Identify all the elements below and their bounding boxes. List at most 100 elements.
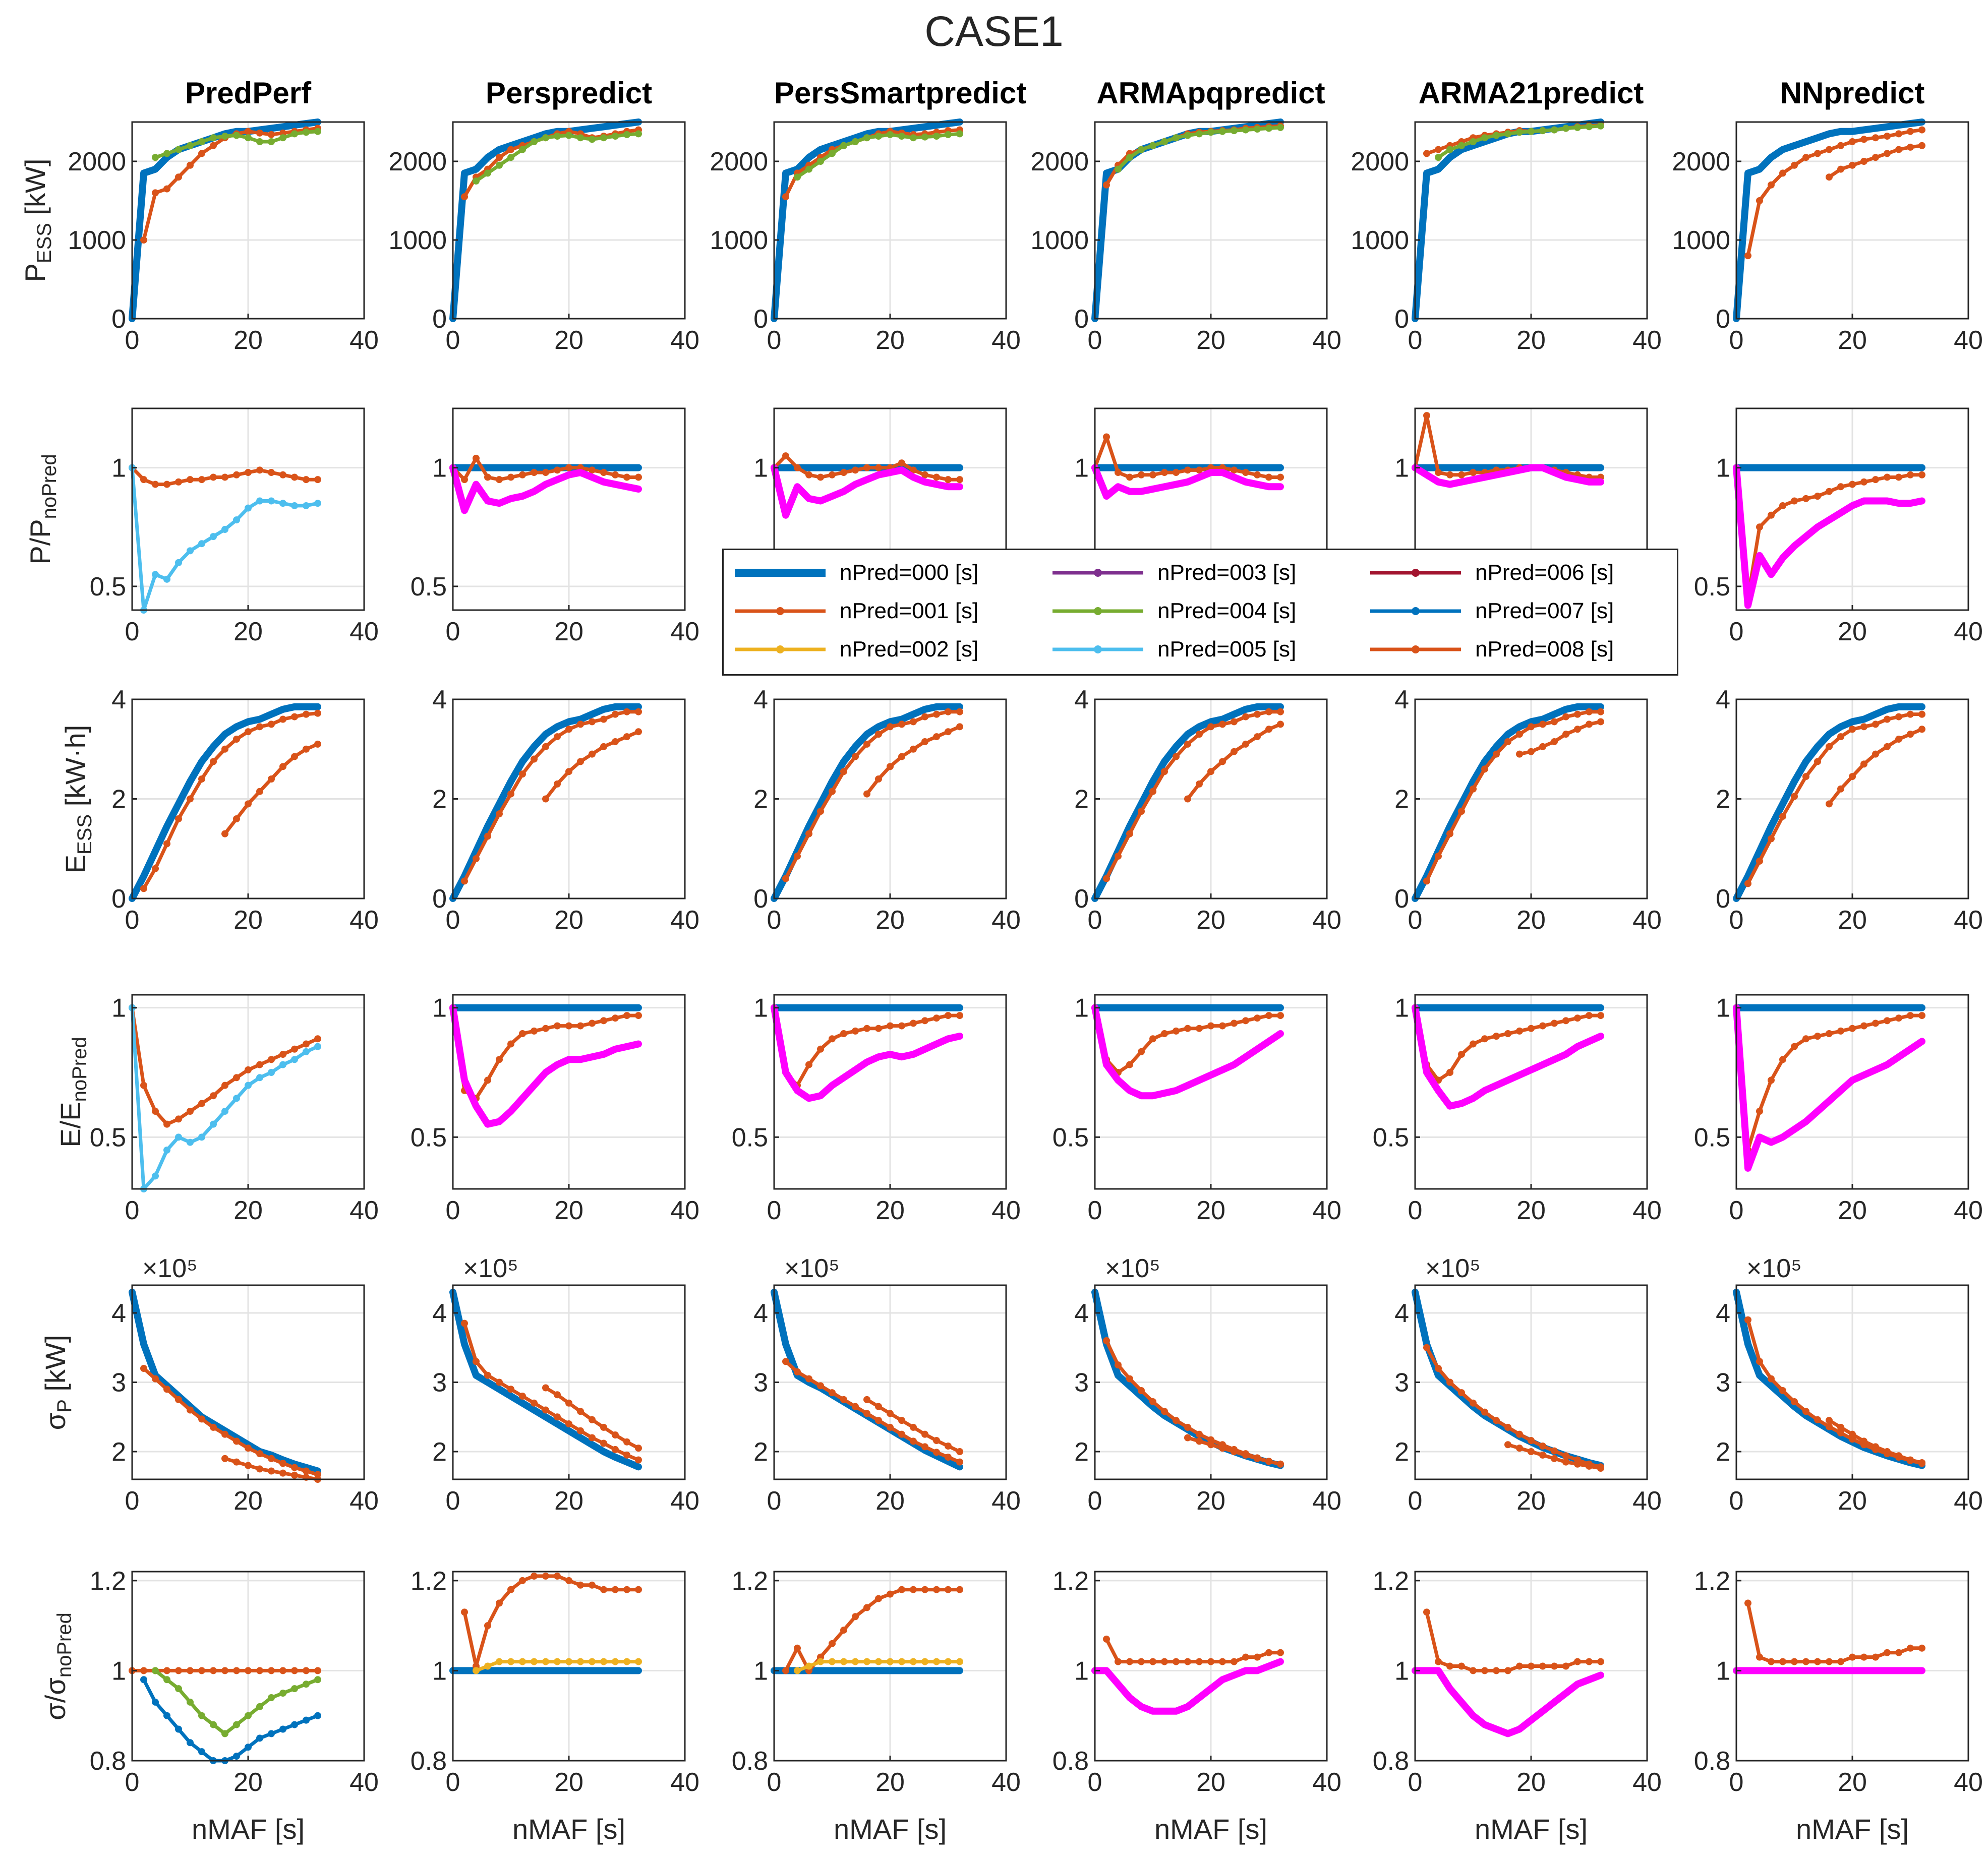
y-tick-label: 1.2	[1053, 1567, 1089, 1596]
series-line	[1091, 703, 1284, 902]
data-point	[910, 1020, 917, 1027]
data-point	[473, 454, 480, 462]
data-point	[1860, 1653, 1867, 1661]
y-tick-label: 1000	[1672, 226, 1730, 255]
data-point	[1446, 1378, 1453, 1386]
y-tick-label: 2	[753, 785, 768, 814]
data-point	[245, 504, 252, 512]
y-axis-label: PESS [kW]	[15, 125, 55, 316]
column-title: PersSmartpredict	[774, 76, 1027, 110]
data-point	[245, 1445, 252, 1452]
data-point	[1539, 1443, 1546, 1450]
data-point	[794, 1644, 801, 1652]
x-tick-label: 40	[670, 1486, 699, 1516]
series-line	[1412, 1288, 1604, 1469]
data-point	[175, 1396, 182, 1403]
data-point	[233, 1458, 240, 1466]
data-point	[612, 1014, 619, 1022]
legend-swatch	[1370, 569, 1461, 577]
data-point	[461, 877, 468, 885]
y-tick-label: 1	[1394, 1656, 1409, 1686]
series-line	[1425, 1346, 1603, 1469]
y-tick-label: 0	[1074, 884, 1089, 914]
data-point	[1173, 753, 1180, 760]
y-tick-label: 2000	[1030, 147, 1089, 176]
data-point	[635, 473, 642, 481]
data-point	[1551, 1662, 1558, 1670]
data-point	[1837, 733, 1844, 741]
data-point	[303, 1040, 310, 1048]
data-point	[303, 745, 310, 753]
panel-Pr-NNpredict: 0 20 40 0.5 1	[1694, 407, 1983, 646]
x-tick-label: 40	[991, 1768, 1021, 1797]
x-tick-label: 20	[1196, 326, 1225, 355]
y-tick-label: 4	[1394, 685, 1409, 714]
data-point	[1219, 758, 1226, 765]
data-point	[1814, 150, 1821, 157]
y-tick-label: 1.2	[411, 1567, 447, 1596]
data-point	[612, 471, 619, 478]
data-point	[1849, 1430, 1856, 1438]
x-tick-label: 40	[670, 906, 699, 935]
data-point	[577, 1022, 584, 1030]
data-point	[140, 1365, 147, 1372]
data-point	[531, 1572, 538, 1580]
legend-swatch	[1053, 645, 1143, 653]
data-point	[1219, 1445, 1226, 1452]
data-point	[1149, 1035, 1156, 1043]
data-point	[256, 788, 263, 795]
legend-label: nPred=005 [s]	[1157, 637, 1297, 662]
data-point	[1574, 710, 1581, 718]
data-point	[1458, 471, 1465, 478]
data-point	[1895, 1452, 1902, 1460]
y-tick-label: 1000	[1351, 226, 1409, 255]
data-point	[1837, 785, 1844, 793]
data-point	[519, 1658, 526, 1665]
data-point	[256, 723, 263, 731]
data-point	[1481, 1035, 1488, 1043]
data-point	[612, 133, 619, 140]
data-point	[245, 469, 252, 476]
data-point	[1837, 1658, 1844, 1665]
data-point	[484, 169, 491, 177]
data-point	[956, 1458, 963, 1466]
series-line	[1093, 1006, 1282, 1074]
series-line	[1413, 1006, 1603, 1082]
data-point	[268, 1730, 275, 1737]
y-tick-label: 0.8	[90, 1747, 126, 1776]
x-tick-label: 40	[349, 326, 379, 355]
data-point	[268, 469, 275, 476]
x-tick-label: 0	[446, 326, 460, 355]
data-point	[314, 1712, 321, 1719]
data-point	[163, 1667, 170, 1674]
data-point	[303, 1048, 310, 1055]
data-point	[1895, 473, 1902, 481]
data-point	[1161, 469, 1168, 476]
data-point	[1907, 128, 1914, 135]
data-point	[1219, 128, 1226, 135]
data-point	[210, 1423, 217, 1431]
data-point	[1814, 758, 1821, 765]
data-point	[623, 733, 630, 741]
data-point	[1744, 1599, 1751, 1607]
data-point	[1860, 136, 1867, 143]
x-tick-label: 20	[233, 906, 263, 935]
data-point	[245, 1462, 252, 1469]
data-point	[875, 1595, 882, 1602]
legend-swatch-marker	[776, 645, 784, 653]
data-point	[1115, 1658, 1122, 1665]
data-point	[794, 464, 801, 471]
data-point	[473, 177, 480, 185]
data-point	[1277, 708, 1284, 715]
data-point	[291, 130, 298, 138]
data-point	[600, 743, 607, 750]
data-point	[1242, 713, 1249, 721]
data-point	[1173, 1027, 1180, 1035]
data-point	[507, 1040, 514, 1048]
data-point	[1277, 1460, 1284, 1468]
y-tick-label: 0	[1394, 305, 1409, 334]
data-point	[1493, 750, 1500, 758]
panel-Pr-PredPerf: 0 20 40 0.5 1	[90, 407, 379, 646]
data-point	[794, 1368, 801, 1375]
data-point	[1516, 1445, 1523, 1452]
